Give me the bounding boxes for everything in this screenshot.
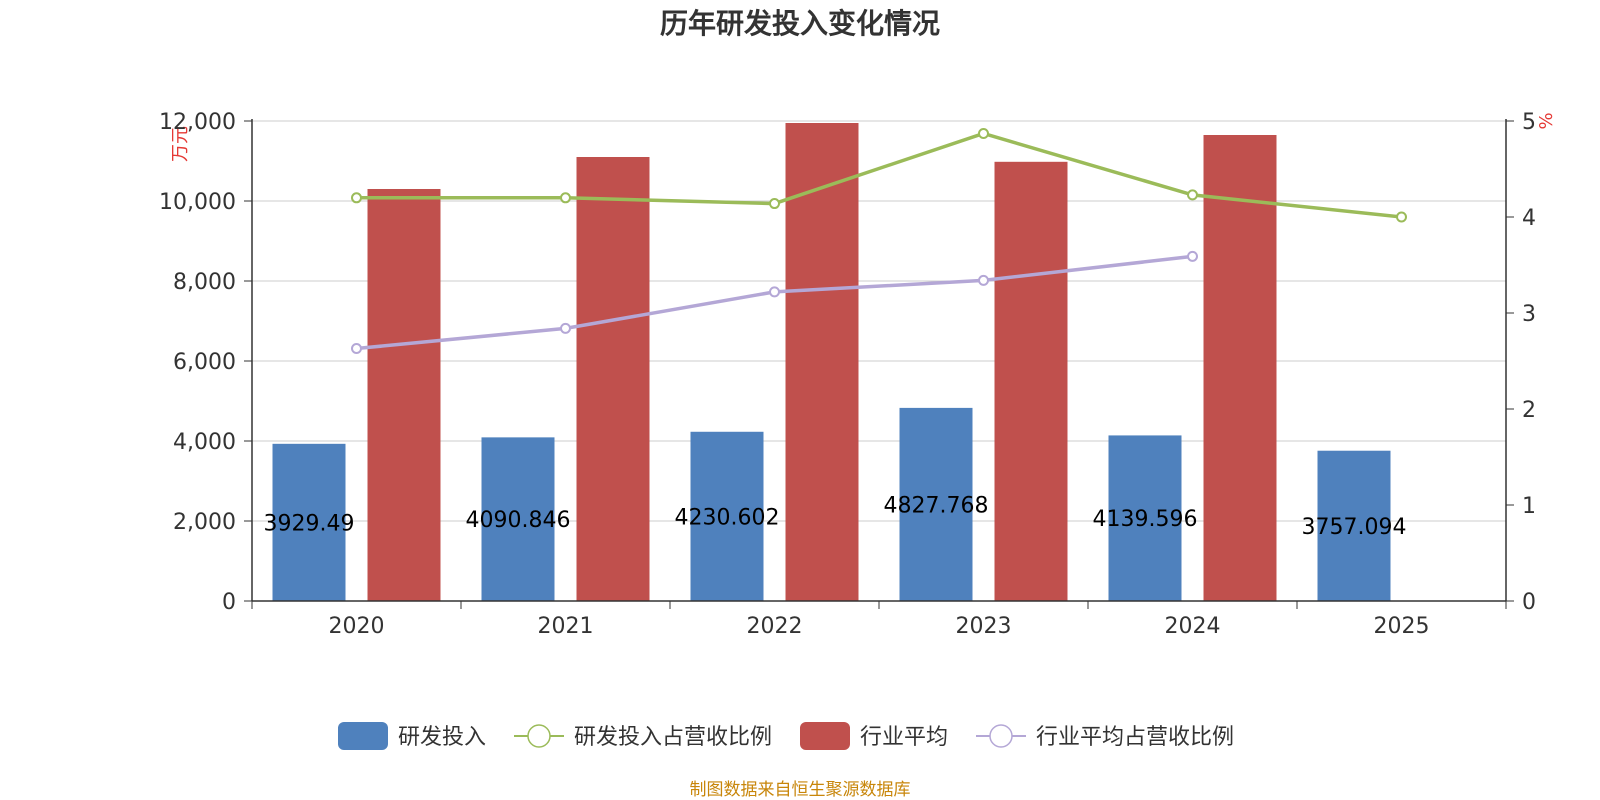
series-point (978, 127, 989, 139)
axes: 0 2,000 4,000 6,000 8,000 10,000 12,000 0 1 2 3 4 5 2… (159, 110, 1536, 639)
line-series (351, 127, 1407, 355)
bar-industry-average (576, 157, 650, 601)
series-point (1396, 211, 1407, 223)
bar-rd-investment (690, 431, 764, 601)
series-point (560, 192, 571, 204)
bar-rd-investment (272, 443, 346, 601)
right-axis-tick-label: 5 (1522, 110, 1536, 135)
series-point (769, 286, 780, 298)
legend: 研发投入 研发投入占营收比例 行业平均 行业平均占营收比例 (338, 722, 1234, 750)
x-axis-tick-label: 2023 (956, 614, 1012, 639)
source-note: 制图数据来自恒生聚源数据库 (690, 780, 911, 800)
x-axis-tick-label: 2020 (329, 614, 385, 639)
series-point (351, 343, 362, 355)
gridlines (252, 120, 1506, 522)
bar-data-label: 3929.49 (264, 511, 355, 536)
bar-industry-average (994, 161, 1068, 602)
x-axis-tick-label: 2025 (1374, 614, 1430, 639)
right-axis-tick-label: 4 (1522, 206, 1536, 231)
series-line (356, 131, 1402, 219)
bar-industry-average (785, 123, 859, 601)
legend-label: 行业平均占营收比例 (1036, 725, 1234, 750)
bar-data-label: 4090.846 (466, 508, 571, 533)
bar-data-label: 3757.094 (1302, 515, 1407, 540)
bar-series (272, 123, 1391, 602)
bar-rd-investment (1108, 435, 1182, 601)
x-axis-tick-label: 2021 (538, 614, 594, 639)
left-axis-tick-label: 2,000 (173, 510, 236, 535)
chart-title: 历年研发投入变化情况 (660, 7, 940, 40)
bar-rd-investment (899, 407, 973, 601)
x-axis-tick-label: 2022 (747, 614, 803, 639)
left-axis-tick-label: 4,000 (173, 430, 236, 455)
left-axis-tick-label: 10,000 (159, 190, 236, 215)
bar-rd-investment (1317, 450, 1391, 601)
series-point (351, 192, 362, 204)
series-point (1187, 250, 1198, 262)
series-point (978, 274, 989, 286)
bar-industry-average (1203, 135, 1277, 601)
x-axis-tick-label: 2024 (1165, 614, 1221, 639)
left-axis-unit: 万元 (170, 126, 191, 162)
right-axis-tick-label: 1 (1522, 494, 1536, 519)
legend-label: 行业平均 (860, 725, 948, 750)
legend-swatch-marker (989, 724, 1013, 748)
left-axis-tick-label: 8,000 (173, 270, 236, 295)
bar-data-labels: 3929.49 4090.846 4230.602 4827.768 4139.596 3… (264, 493, 1407, 539)
left-axis-tick-label: 12,000 (159, 110, 236, 135)
bar-data-label: 4827.768 (884, 493, 989, 518)
left-axis-tick-label: 0 (222, 590, 236, 615)
series-point (1187, 189, 1198, 201)
bar-industry-average (367, 189, 441, 601)
right-axis-tick-label: 2 (1522, 398, 1536, 423)
right-axis-tick-label: 3 (1522, 302, 1536, 327)
series-point (560, 322, 571, 334)
legend-label: 研发投入 (398, 725, 486, 750)
legend-swatch (800, 722, 850, 750)
bar-rd-investment (481, 437, 555, 601)
right-axis-tick-label: 0 (1522, 590, 1536, 615)
right-axis-unit: % (1536, 112, 1557, 129)
legend-swatch-marker (527, 724, 551, 748)
bar-data-label: 4230.602 (675, 505, 780, 530)
legend-swatch (338, 722, 388, 750)
left-axis-tick-label: 6,000 (173, 350, 236, 375)
series-point (769, 198, 780, 210)
legend-label: 研发投入占营收比例 (574, 725, 772, 750)
bar-data-label: 4139.596 (1093, 507, 1198, 532)
